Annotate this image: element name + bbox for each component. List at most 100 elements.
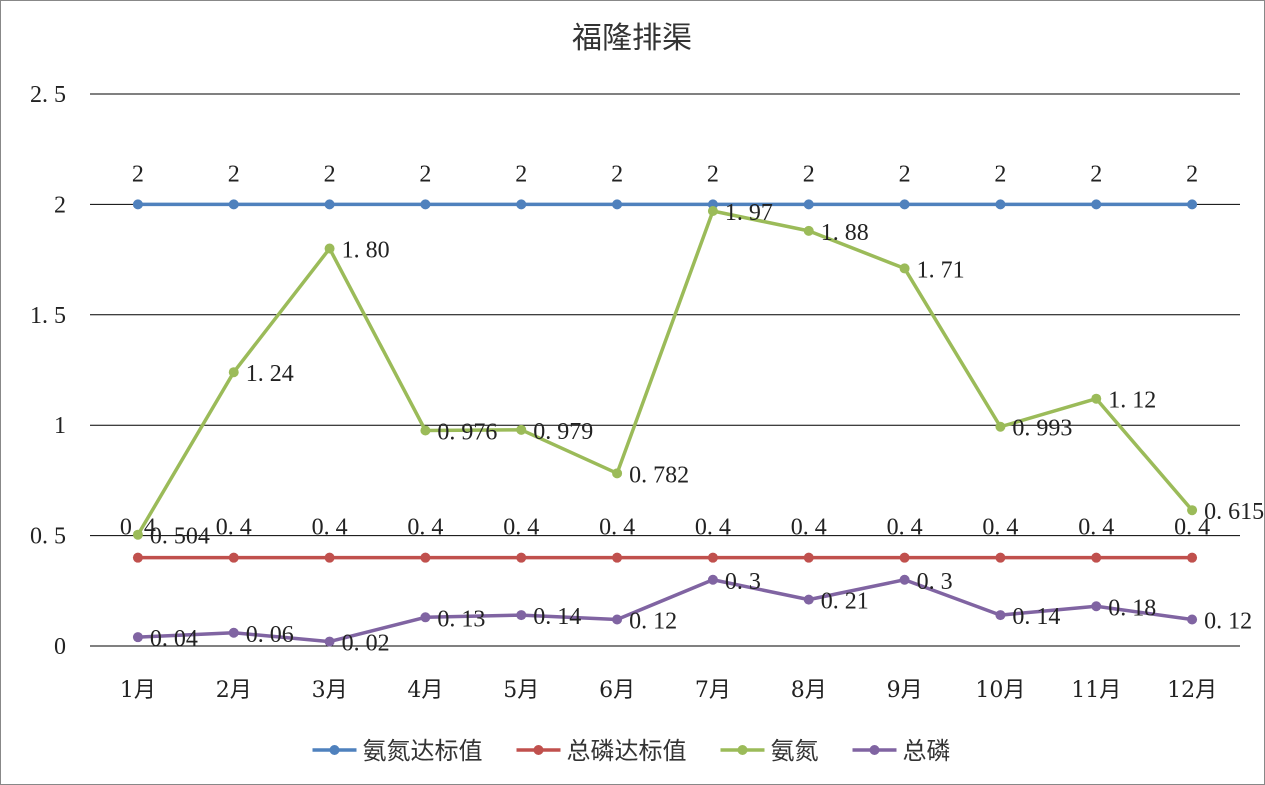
data-label: 0. 782 — [629, 462, 689, 488]
data-point — [132, 199, 143, 210]
y-tick-label: 1. 5 — [30, 303, 66, 329]
legend-label: 总磷 — [903, 737, 951, 765]
data-label: 2 — [132, 161, 144, 187]
data-point — [803, 199, 814, 210]
data-point — [1091, 552, 1102, 563]
legend-label: 氨氮 — [771, 737, 819, 765]
legend-label: 总磷达标值 — [567, 737, 687, 765]
x-tick-label: 12月 — [1167, 678, 1217, 703]
data-point — [228, 552, 239, 563]
data-label: 0. 04 — [150, 626, 198, 652]
data-label: 1. 71 — [917, 257, 965, 283]
data-point — [420, 552, 431, 563]
data-label: 2 — [899, 161, 911, 187]
y-tick-label: 0 — [54, 634, 66, 660]
data-label: 0. 4 — [407, 515, 443, 541]
data-point — [324, 636, 335, 647]
legend-swatch-marker — [533, 745, 544, 755]
data-point — [899, 199, 910, 210]
data-label: 0. 979 — [533, 419, 593, 445]
data-label: 0. 4 — [695, 515, 731, 541]
data-point — [228, 627, 239, 638]
data-point — [707, 574, 718, 585]
data-point — [1187, 552, 1198, 563]
x-tick-label: 3月 — [312, 678, 348, 703]
data-point — [324, 552, 335, 563]
data-label: 2 — [419, 161, 431, 187]
data-label: 0. 18 — [1108, 595, 1156, 621]
data-label: 1. 24 — [246, 361, 294, 387]
data-point — [228, 199, 239, 210]
data-point — [324, 243, 335, 254]
data-point — [803, 552, 814, 563]
data-point — [803, 594, 814, 605]
data-label: 0. 4 — [312, 515, 348, 541]
data-point — [420, 425, 431, 436]
data-point — [995, 421, 1006, 432]
data-label: 0. 4 — [503, 515, 539, 541]
series-2: 0. 4 0. 4 0. 4 0. 4 0. 4 0. 4 0. 4 0. 4 0. 4 0. 4… — [120, 515, 1210, 563]
x-tick-label: 4月 — [407, 678, 443, 703]
data-label: 0. 12 — [1204, 609, 1252, 635]
legend-item: 氨氮 — [720, 737, 819, 765]
data-point — [995, 552, 1006, 563]
x-axis: 1月 2月 3月 4月 5月 6月 7月 8月 9月 10月 11月 12月 — [120, 678, 1217, 703]
data-label: 0. 4 — [887, 515, 923, 541]
data-point — [612, 552, 623, 563]
data-label: 0. 02 — [342, 631, 390, 657]
data-point — [1187, 505, 1198, 516]
data-point — [516, 610, 527, 621]
data-label: 1. 88 — [821, 220, 869, 246]
data-label: 0. 4 — [1174, 515, 1210, 541]
x-tick-label: 1月 — [120, 678, 156, 703]
data-point — [516, 199, 527, 210]
data-label: 1. 97 — [725, 200, 773, 226]
series-1: 2 2 2 2 2 2 2 2 2 2 2 2 — [132, 161, 1198, 210]
x-tick-label: 9月 — [887, 678, 923, 703]
data-point — [995, 610, 1006, 621]
legend-swatch-marker — [329, 745, 340, 755]
y-tick-label: 0. 5 — [30, 524, 66, 550]
data-point — [1187, 199, 1198, 210]
x-tick-label: 5月 — [503, 678, 539, 703]
data-label: 0. 12 — [629, 609, 677, 635]
legend-item: 氨氮达标值 — [312, 737, 483, 765]
data-point — [420, 612, 431, 623]
data-label: 0. 06 — [246, 622, 294, 648]
data-label: 0. 3 — [725, 569, 761, 595]
data-point — [420, 199, 431, 210]
legend-item: 总磷 — [852, 737, 951, 765]
data-point — [132, 632, 143, 643]
legend: 氨氮达标值 总磷达标值 氨氮 总磷 — [312, 737, 951, 765]
data-point — [707, 552, 718, 563]
data-label: 0. 14 — [1012, 604, 1060, 630]
data-label: 0. 3 — [917, 569, 953, 595]
data-label: 0. 615 — [1204, 499, 1264, 525]
y-tick-label: 1 — [54, 413, 66, 439]
data-point — [516, 424, 527, 435]
data-point — [707, 206, 718, 217]
data-point — [1187, 614, 1198, 625]
y-tick-label: 2 — [54, 192, 66, 218]
data-label: 0. 21 — [821, 589, 869, 615]
x-tick-label: 2月 — [216, 678, 252, 703]
data-label: 2 — [1090, 161, 1102, 187]
data-label: 0. 4 — [216, 515, 252, 541]
data-label: 0. 4 — [1078, 515, 1114, 541]
data-label: 2 — [611, 161, 623, 187]
data-label: 2 — [994, 161, 1006, 187]
data-point — [228, 367, 239, 378]
x-tick-label: 6月 — [599, 678, 635, 703]
data-label: 2 — [707, 161, 719, 187]
data-point — [516, 552, 527, 563]
data-point — [612, 468, 623, 479]
data-point — [803, 225, 814, 236]
x-tick-label: 10月 — [975, 678, 1025, 703]
data-label: 0. 4 — [599, 515, 635, 541]
legend-item: 总磷达标值 — [516, 737, 687, 765]
series-line — [136, 209, 1194, 537]
legend-swatch-marker — [869, 745, 880, 755]
y-axis: 0 0. 5 1 1. 5 2 2. 5 — [30, 82, 66, 660]
